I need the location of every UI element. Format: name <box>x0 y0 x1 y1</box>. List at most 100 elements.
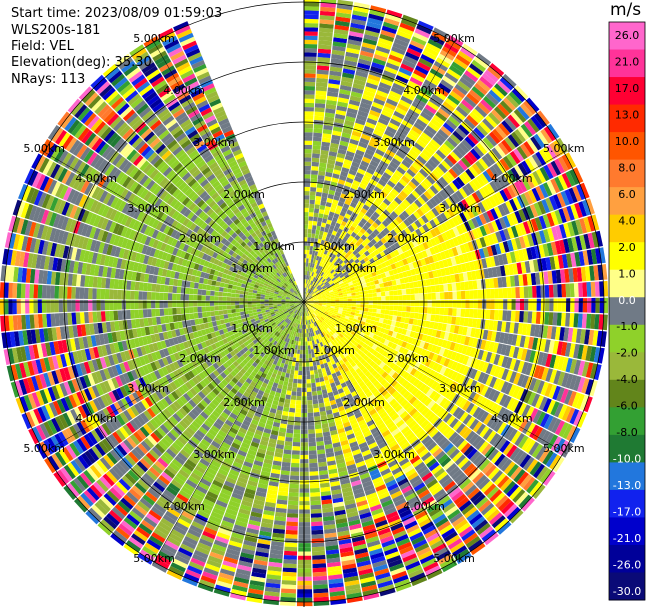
velocity-bin <box>299 362 302 366</box>
velocity-bin <box>288 505 299 510</box>
velocity-bin <box>313 221 318 226</box>
velocity-bin <box>293 383 298 388</box>
velocity-bin <box>311 526 323 531</box>
velocity-bin <box>308 221 312 226</box>
velocity-bin <box>591 282 596 297</box>
velocity-bin <box>335 298 339 300</box>
velocity-bin <box>289 484 299 489</box>
velocity-bin <box>371 316 376 321</box>
velocity-bin <box>331 300 335 302</box>
velocity-bin <box>368 290 373 294</box>
velocity-bin <box>308 233 312 238</box>
velocity-bin <box>419 294 424 300</box>
velocity-bin <box>486 299 490 309</box>
velocity-bin <box>304 153 312 157</box>
velocity-bin <box>304 187 310 191</box>
velocity-bin <box>309 463 318 468</box>
velocity-bin <box>367 315 372 319</box>
velocity-bin <box>312 555 325 560</box>
velocity-bin <box>300 346 303 350</box>
velocity-bin <box>443 284 448 292</box>
velocity-bin <box>452 291 457 299</box>
velocity-bin <box>298 345 301 349</box>
velocity-bin <box>313 137 322 142</box>
velocity-bin <box>566 298 570 312</box>
velocity-bin <box>304 73 316 78</box>
velocity-bin <box>284 551 297 556</box>
velocity-bin <box>312 229 316 234</box>
velocity-bin <box>309 354 312 359</box>
velocity-bin <box>313 404 319 409</box>
velocity-bin <box>304 191 310 195</box>
velocity-bin <box>418 313 423 320</box>
velocity-bin <box>364 290 369 294</box>
velocity-bin <box>304 78 316 83</box>
velocity-bin <box>364 305 368 309</box>
velocity-bin <box>304 90 315 95</box>
velocity-bin <box>312 391 317 396</box>
velocity-bin <box>311 233 315 238</box>
velocity-bin <box>410 312 415 318</box>
velocity-bin <box>308 341 311 345</box>
velocity-bin <box>298 577 312 581</box>
velocity-bin <box>427 293 432 300</box>
velocity-bin <box>502 310 507 321</box>
velocity-bin <box>304 132 313 136</box>
velocity-bin <box>310 496 320 501</box>
velocity-bin <box>311 383 316 388</box>
velocity-bin <box>448 292 453 300</box>
velocity-bin <box>285 441 293 446</box>
velocity-bin <box>574 298 578 312</box>
velocity-bin <box>376 313 381 318</box>
velocity-bin <box>468 281 473 290</box>
velocity-bin <box>452 283 457 291</box>
velocity-bin <box>490 289 495 299</box>
velocity-bin <box>427 286 432 293</box>
velocity-bin <box>465 309 470 318</box>
velocity-bin <box>283 559 297 564</box>
velocity-bin <box>317 70 329 75</box>
velocity-bin <box>384 287 389 292</box>
velocity-bin <box>318 394 324 399</box>
velocity-bin <box>308 417 314 422</box>
velocity-bin <box>288 416 294 421</box>
velocity-bin <box>304 2 319 7</box>
velocity-bin <box>301 337 303 341</box>
velocity-bin <box>304 229 308 233</box>
velocity-bin <box>314 213 319 218</box>
velocity-bin <box>312 387 317 392</box>
velocity-bin <box>288 501 299 506</box>
velocity-bin <box>369 305 373 309</box>
velocity-bin <box>587 282 592 297</box>
velocity-bin <box>292 450 300 455</box>
velocity-bin <box>304 31 318 36</box>
velocity-bin <box>307 388 312 393</box>
velocity-bin <box>319 231 324 236</box>
velocity-bin <box>595 298 599 313</box>
velocity-bin <box>444 292 449 299</box>
velocity-bin <box>499 288 504 298</box>
velocity-bin <box>406 295 410 301</box>
velocity-bin <box>312 149 320 154</box>
velocity-bin <box>304 23 318 28</box>
velocity-bin <box>355 310 360 313</box>
velocity-bin <box>316 386 321 391</box>
velocity-bin <box>291 463 300 468</box>
velocity-bin <box>331 303 335 305</box>
velocity-bin <box>312 158 320 163</box>
velocity-bin <box>456 282 461 290</box>
velocity-bin <box>411 294 416 300</box>
velocity-bin <box>570 298 574 312</box>
velocity-bin <box>562 298 566 311</box>
velocity-bin <box>377 297 381 301</box>
velocity-bin <box>394 296 398 301</box>
velocity-bin <box>284 547 297 552</box>
velocity-bin <box>304 99 314 104</box>
velocity-bin <box>398 301 402 306</box>
velocity-bin <box>318 171 325 176</box>
velocity-bin <box>536 286 541 298</box>
velocity-bin <box>582 282 587 297</box>
velocity-bin <box>306 367 310 371</box>
velocity-bin <box>304 220 308 224</box>
velocity-bin <box>352 298 356 301</box>
